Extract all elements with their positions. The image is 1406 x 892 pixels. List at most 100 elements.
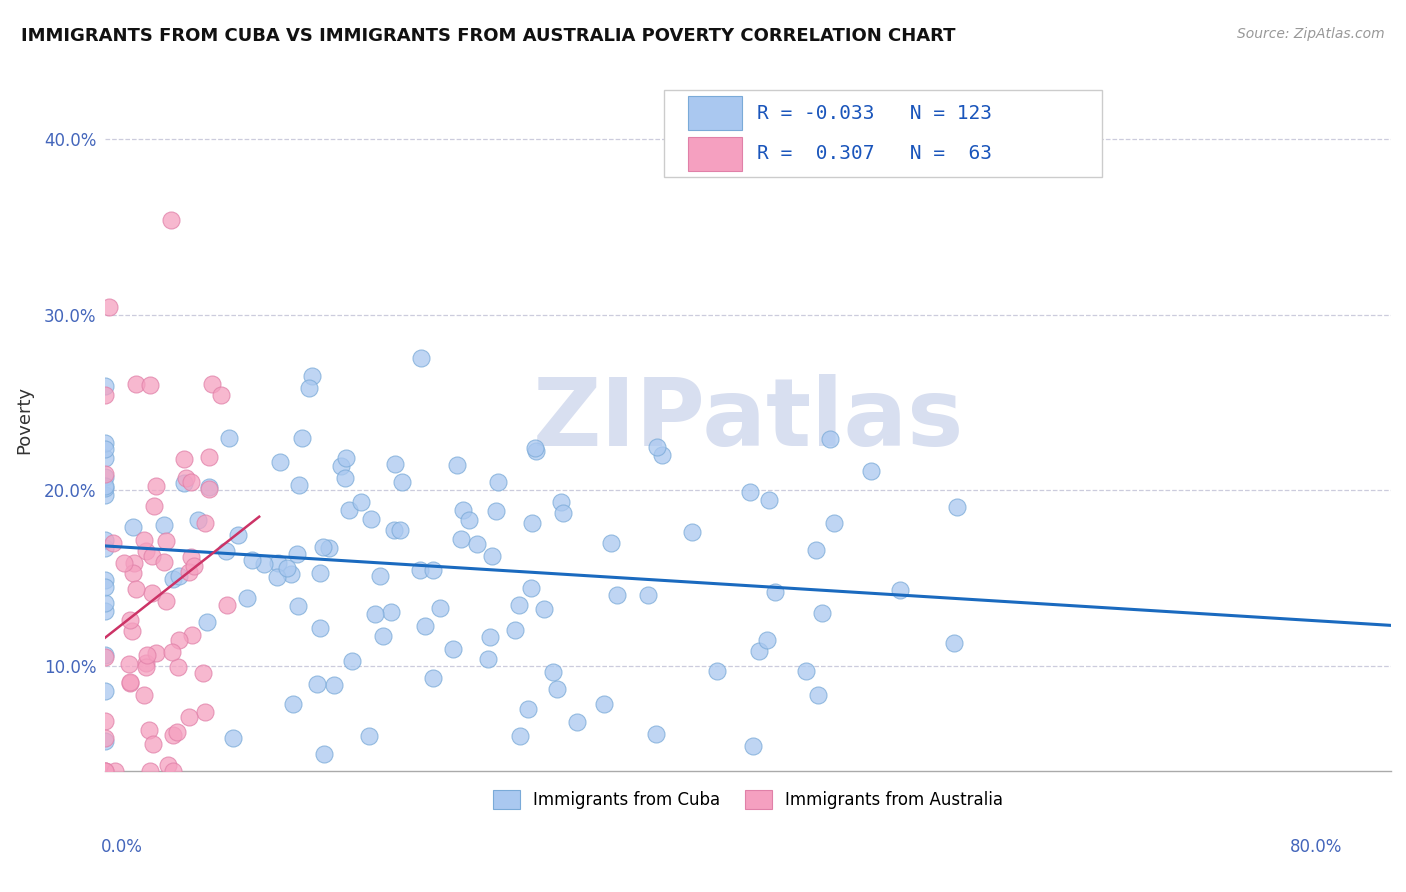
Point xyxy=(201,376,224,391)
Point xyxy=(177,565,200,579)
Point xyxy=(411,351,433,365)
Point xyxy=(94,533,117,547)
Point xyxy=(592,698,614,712)
Point xyxy=(94,436,117,450)
Point xyxy=(748,644,770,658)
Point xyxy=(94,734,117,748)
Point xyxy=(269,454,291,468)
Point xyxy=(94,470,117,484)
Point xyxy=(152,555,174,569)
Point xyxy=(222,731,245,746)
Point xyxy=(267,556,290,570)
Point xyxy=(756,632,779,647)
Point xyxy=(122,566,145,581)
Point xyxy=(94,467,117,481)
Point xyxy=(125,376,148,391)
Legend: Immigrants from Cuba, Immigrants from Australia: Immigrants from Cuba, Immigrants from Au… xyxy=(486,784,1010,816)
Point xyxy=(236,591,259,605)
Point xyxy=(520,581,543,595)
Point xyxy=(159,213,181,227)
Point xyxy=(481,549,503,563)
Point xyxy=(136,648,159,663)
Point xyxy=(429,601,451,615)
Point xyxy=(104,764,127,779)
Point xyxy=(141,549,163,563)
Point xyxy=(180,550,202,565)
Point xyxy=(160,645,183,659)
Point xyxy=(599,535,621,549)
Text: R =  0.307   N =  63: R = 0.307 N = 63 xyxy=(756,145,993,163)
Point xyxy=(370,568,392,582)
Point xyxy=(371,629,394,643)
Point xyxy=(335,451,357,466)
Point xyxy=(242,553,264,567)
Point xyxy=(132,688,155,702)
Point xyxy=(311,540,333,554)
Point xyxy=(485,504,508,518)
Point xyxy=(180,475,202,490)
Point xyxy=(138,723,160,737)
Point xyxy=(118,657,141,671)
FancyBboxPatch shape xyxy=(688,96,741,130)
Point xyxy=(422,563,444,577)
Point xyxy=(285,547,308,561)
Point xyxy=(533,602,555,616)
Point xyxy=(195,615,218,629)
Point xyxy=(142,738,165,752)
Point xyxy=(505,623,527,637)
Point xyxy=(758,493,780,508)
Point xyxy=(644,726,666,740)
Point xyxy=(155,534,177,549)
Point xyxy=(508,598,530,612)
Point xyxy=(174,471,197,485)
Point xyxy=(194,516,217,530)
Point xyxy=(301,369,323,384)
Point xyxy=(364,607,387,621)
Point xyxy=(135,660,157,674)
Point xyxy=(198,480,221,494)
Point xyxy=(308,621,330,635)
Point xyxy=(173,452,195,467)
Point xyxy=(194,705,217,719)
Point xyxy=(141,586,163,600)
Point xyxy=(546,681,568,696)
Point xyxy=(120,613,142,627)
Point xyxy=(193,665,215,680)
Point xyxy=(647,440,669,454)
Point xyxy=(179,710,201,724)
Point xyxy=(94,479,117,493)
Point xyxy=(943,636,966,650)
Point xyxy=(94,649,117,664)
Point xyxy=(486,475,509,490)
Point xyxy=(738,485,761,500)
Point xyxy=(162,572,184,586)
Point xyxy=(94,442,117,456)
Point xyxy=(97,300,120,314)
Point xyxy=(94,714,117,729)
Point xyxy=(330,458,353,473)
Point xyxy=(681,524,703,539)
Point xyxy=(252,557,274,571)
Point xyxy=(794,664,817,678)
Point xyxy=(215,544,238,558)
Point xyxy=(811,606,834,620)
Point xyxy=(125,582,148,596)
Point xyxy=(443,641,465,656)
Point xyxy=(94,541,117,556)
Text: R = -0.033   N = 123: R = -0.033 N = 123 xyxy=(756,103,993,123)
Point xyxy=(173,476,195,491)
Point xyxy=(335,471,357,485)
Point xyxy=(509,729,531,743)
Point xyxy=(859,464,882,478)
Point xyxy=(94,764,117,779)
Point xyxy=(283,697,305,711)
Point xyxy=(142,499,165,513)
Point xyxy=(291,431,314,445)
Point xyxy=(276,561,298,575)
Point xyxy=(706,664,728,678)
Point xyxy=(340,654,363,668)
Point xyxy=(380,605,402,619)
Point xyxy=(187,512,209,526)
Point xyxy=(94,648,117,662)
Point xyxy=(524,444,547,458)
